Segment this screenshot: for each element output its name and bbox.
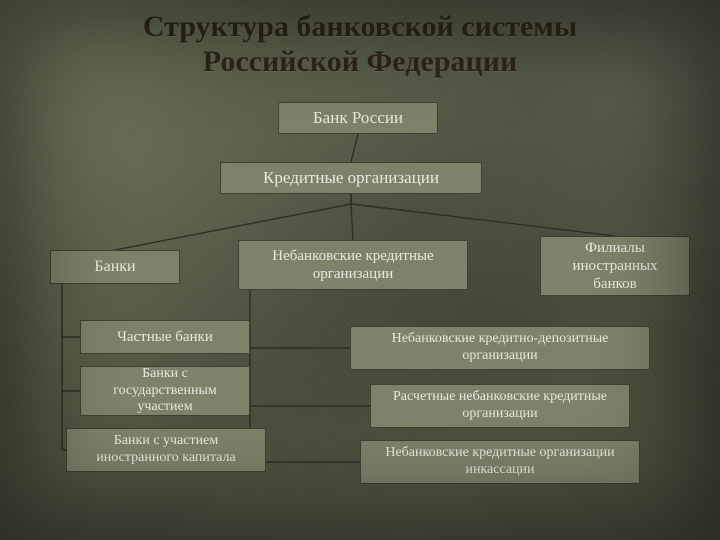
- title-line-1: Структура банковской системы: [0, 10, 720, 45]
- node-banks: Банки: [50, 250, 180, 284]
- node-branches: Филиалы иностранных банков: [540, 236, 690, 296]
- title-line-2: Российской Федерации: [0, 45, 720, 80]
- node-n1: Небанковские кредитно-депозитные организ…: [350, 326, 650, 370]
- node-root: Банк России: [278, 102, 438, 134]
- node-b3: Банки с участием иностранного капитала: [66, 428, 266, 472]
- node-credit: Кредитные организации: [220, 162, 482, 194]
- node-b1: Частные банки: [80, 320, 250, 354]
- node-nonbank: Небанковские кредитные организации: [238, 240, 468, 290]
- slide-title: Структура банковской системы Российской …: [0, 10, 720, 79]
- node-b2: Банки с государственным участием: [80, 366, 250, 416]
- node-n3: Небанковские кредитные организации инкас…: [360, 440, 640, 484]
- node-n2: Расчетные небанковские кредитные организ…: [370, 384, 630, 428]
